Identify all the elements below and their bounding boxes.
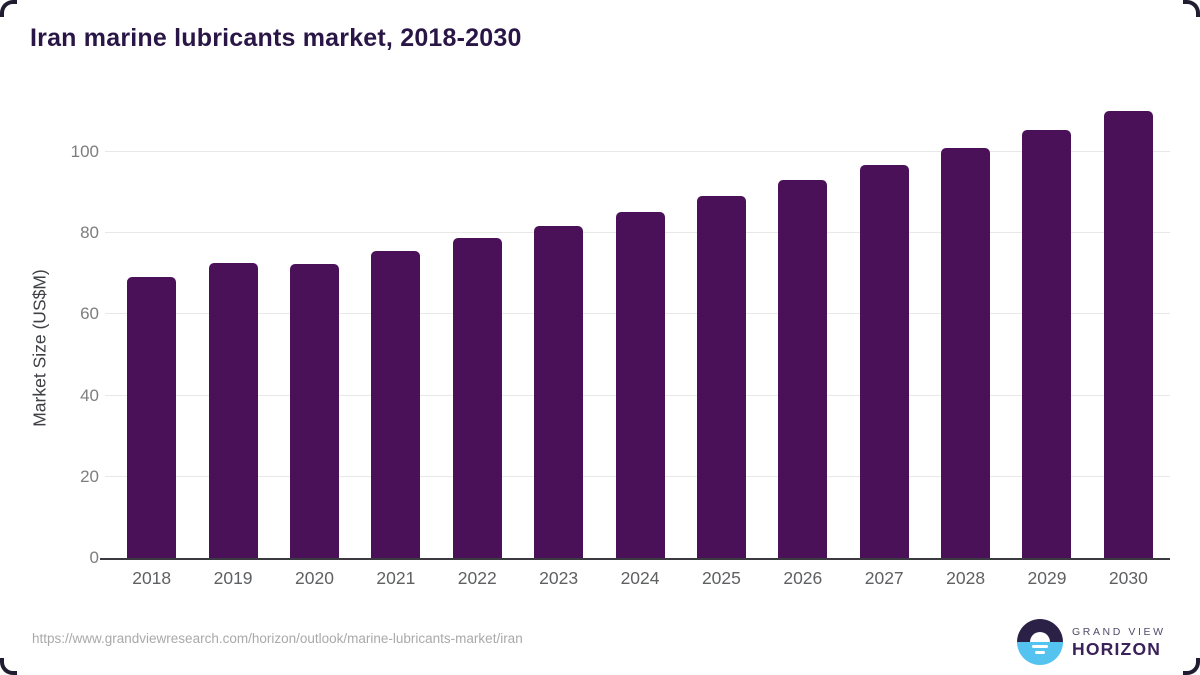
x-label-2024: 2024 — [620, 568, 660, 588]
x-axis-labels: 2018 2019 2020 2021 2022 2023 2024 2025 2026 2027… — [111, 568, 1169, 589]
bar-slot-2024 — [599, 98, 680, 558]
card-corner-top-right — [1183, 0, 1200, 17]
source-url: https://www.grandviewresearch.com/horizo… — [32, 631, 523, 646]
plot-area — [100, 98, 1170, 560]
x-label-2025: 2025 — [701, 568, 741, 588]
x-label-2021: 2021 — [376, 568, 416, 588]
brand-name: GRAND VIEW — [1072, 626, 1166, 638]
card-corner-bottom-left — [0, 658, 17, 675]
bar-series — [111, 98, 1169, 558]
brand-logo: GRAND VIEW HORIZON — [1017, 619, 1166, 665]
bar-2030[interactable] — [1103, 111, 1153, 558]
bar-slot-2021 — [355, 98, 436, 558]
y-tick-80: 80 — [80, 223, 99, 243]
y-tick-20: 20 — [80, 466, 99, 486]
x-label-2023: 2023 — [539, 568, 579, 588]
logo-reflection-line-2 — [1035, 651, 1045, 654]
y-tick-40: 40 — [80, 385, 99, 405]
gridline-100 — [105, 151, 1170, 152]
x-label-2030: 2030 — [1108, 568, 1148, 588]
bar-slot-2019 — [192, 98, 273, 558]
x-label-2029: 2029 — [1027, 568, 1067, 588]
bar-slot-2030 — [1088, 98, 1169, 558]
brand-text: GRAND VIEW HORIZON — [1072, 626, 1166, 658]
bar-2023[interactable] — [534, 225, 584, 558]
bar-2029[interactable] — [1022, 130, 1072, 558]
bar-2028[interactable] — [941, 147, 991, 558]
bar-slot-2022 — [437, 98, 518, 558]
x-label-2018: 2018 — [132, 568, 172, 588]
card-corner-top-left — [0, 0, 17, 17]
x-label-2020: 2020 — [295, 568, 334, 588]
chart-title: Iran marine lubricants market, 2018-2030 — [30, 24, 522, 52]
bar-slot-2028 — [925, 98, 1006, 558]
bar-2018[interactable] — [127, 277, 177, 558]
bar-slot-2025 — [681, 98, 762, 558]
bar-slot-2023 — [518, 98, 599, 558]
brand-product: HORIZON — [1072, 639, 1162, 659]
bar-slot-2027 — [844, 98, 925, 558]
y-tick-0: 0 — [89, 548, 99, 567]
x-label-2019: 2019 — [213, 568, 253, 588]
bar-slot-2029 — [1006, 98, 1087, 558]
bar-2026[interactable] — [778, 180, 828, 558]
horizon-sun-icon — [1017, 619, 1063, 665]
bar-2025[interactable] — [696, 195, 746, 558]
bar-slot-2026 — [762, 98, 843, 558]
logo-sun-notch — [1030, 632, 1050, 642]
bar-slot-2020 — [274, 98, 355, 558]
y-tick-60: 60 — [80, 304, 99, 324]
card-corner-bottom-right — [1183, 658, 1200, 675]
x-label-2026: 2026 — [783, 568, 823, 588]
y-tick-100: 100 — [70, 141, 99, 161]
x-label-2027: 2027 — [864, 568, 904, 588]
y-axis-tick-labels: 0 20 40 60 80 100 — [0, 98, 99, 567]
logo-sky-half — [1017, 619, 1063, 642]
bar-2021[interactable] — [371, 251, 421, 558]
bar-2024[interactable] — [615, 212, 665, 558]
bar-2020[interactable] — [289, 264, 339, 558]
bar-2027[interactable] — [859, 164, 909, 558]
bar-slot-2018 — [111, 98, 192, 558]
logo-reflection-line-1 — [1032, 645, 1048, 648]
x-label-2022: 2022 — [457, 568, 497, 588]
x-label-2028: 2028 — [946, 568, 986, 588]
bar-2019[interactable] — [208, 263, 258, 558]
bar-2022[interactable] — [452, 238, 502, 558]
